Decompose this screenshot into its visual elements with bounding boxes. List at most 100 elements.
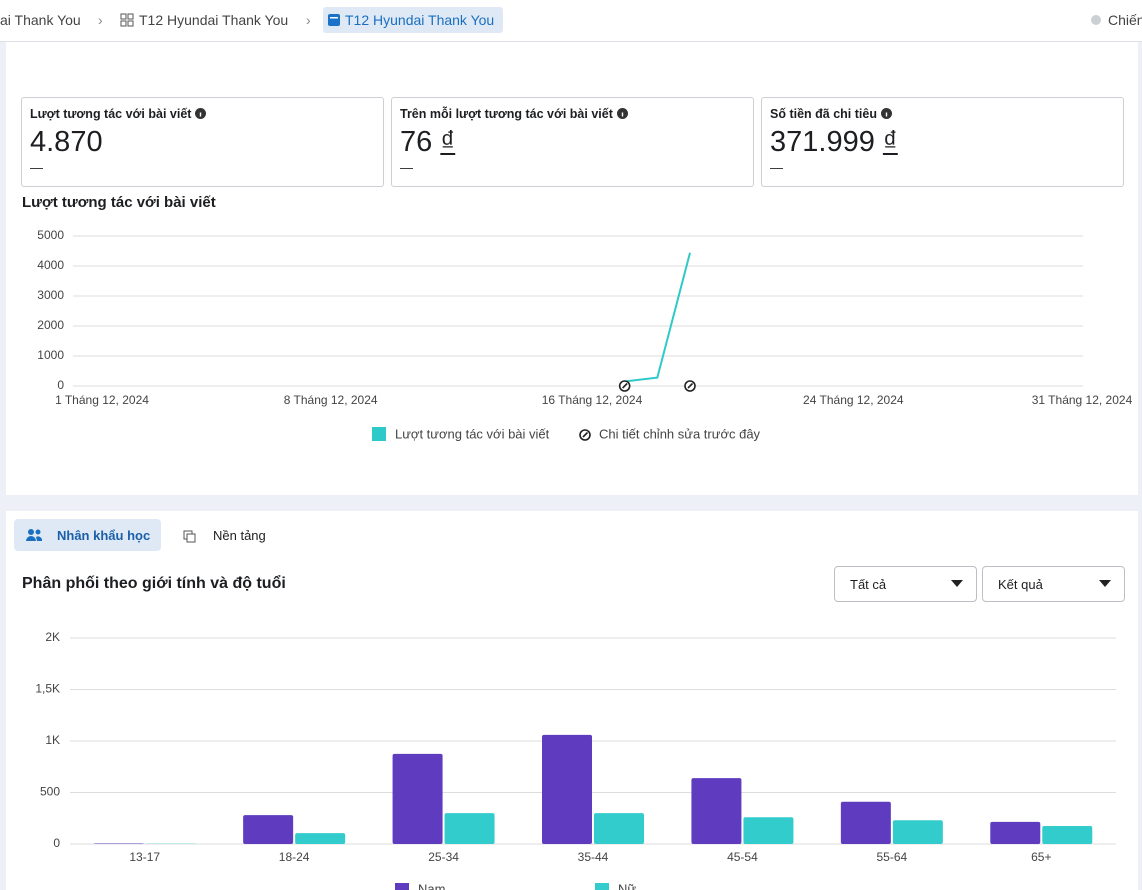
icon bbox=[183, 530, 196, 543]
icon bbox=[328, 14, 340, 26]
breadcrumb-current[interactable]: T12 Hyundai Thank You bbox=[323, 7, 503, 33]
metric-card: Số tiền đã chi tiêu 371.999 ₫ — bbox=[761, 97, 1124, 187]
x-tick-label: 1 Tháng 12, 2024 bbox=[55, 393, 149, 407]
metric-label: Số tiền đã chi tiêu bbox=[770, 107, 892, 121]
info-icon bbox=[195, 108, 207, 119]
icon bbox=[120, 13, 134, 27]
breadcrumb-item[interactable]: T12 Hyundai Thank You bbox=[139, 12, 289, 28]
bar bbox=[840, 801, 891, 844]
legend-label: Nam bbox=[418, 881, 445, 890]
bar bbox=[392, 753, 443, 844]
bar bbox=[93, 843, 144, 844]
x-tick-label: 13-17 bbox=[129, 850, 160, 864]
metric-change: — bbox=[770, 160, 783, 175]
legend-swatch bbox=[395, 883, 409, 890]
metric-change: — bbox=[30, 160, 43, 175]
separator: › bbox=[98, 12, 103, 28]
info-bar bbox=[621, 112, 624, 117]
breadcrumb-item: T12 Hyundai Thank You bbox=[345, 12, 495, 28]
info-bar bbox=[885, 112, 888, 117]
x-tick-label: 35-44 bbox=[578, 850, 609, 864]
bar bbox=[691, 778, 742, 844]
y-tick-label: 500 bbox=[40, 785, 60, 799]
x-tick-label: 55-64 bbox=[877, 850, 908, 864]
x-tick-label: 8 Tháng 12, 2024 bbox=[284, 393, 378, 407]
metric-card: Trên mỗi lượt tương tác với bài viết 76 ₫… bbox=[391, 97, 754, 187]
tab[interactable]: Nền tảng bbox=[213, 528, 266, 543]
dropdown-label: Kết quả bbox=[998, 577, 1043, 592]
metric-label-text: Số tiền đã chi tiêu bbox=[770, 107, 877, 121]
line-chart: 0 1000 2000 3000 4000 5000 1 Tháng 12, 2024 8 T… bbox=[37, 228, 1133, 441]
icon bbox=[1099, 580, 1111, 587]
metric-value: 76 ₫ bbox=[400, 126, 455, 159]
y-tick-label: 1000 bbox=[37, 348, 64, 362]
y-tick-label: 3000 bbox=[37, 288, 64, 302]
info-bar bbox=[200, 112, 202, 117]
metric-card: Lượt tương tác với bài viết 4.870 — bbox=[21, 97, 384, 187]
y-tick-label: 2K bbox=[45, 630, 60, 644]
x-tick-label: 31 Tháng 12, 2024 bbox=[1032, 393, 1133, 407]
metric-number: 371.999 bbox=[770, 126, 875, 158]
tab[interactable]: Nhân khẩu học bbox=[14, 519, 161, 551]
chart-title: Lượt tương tác với bài viết bbox=[22, 194, 216, 211]
metric-label-text: Trên mỗi lượt tương tác với bài viết bbox=[400, 107, 613, 121]
y-tick-label: 4000 bbox=[37, 258, 64, 272]
y-tick-label: 5000 bbox=[37, 228, 64, 242]
bar bbox=[542, 734, 592, 844]
separator: › bbox=[306, 12, 311, 28]
bar bbox=[743, 817, 794, 844]
chart-title: Phân phối theo giới tính và độ tuổi bbox=[22, 575, 286, 592]
top-bar: ai Thank You › T12 Hyundai Thank You › T… bbox=[0, 0, 1142, 42]
legend-label: Nữ bbox=[618, 881, 636, 890]
x-tick-label: 45-54 bbox=[727, 850, 758, 864]
breadcrumb-item[interactable]: ai Thank You bbox=[0, 12, 81, 28]
dropdown[interactable]: Tất cả bbox=[834, 566, 977, 602]
dropdown-label: Tất cả bbox=[850, 577, 887, 592]
y-tick-label: 0 bbox=[57, 378, 64, 392]
metric-number: 4.870 bbox=[30, 126, 103, 158]
metric-value: 371.999 ₫ bbox=[770, 126, 898, 159]
y-tick-label: 0 bbox=[53, 836, 60, 850]
legend-label: Chi tiết chỉnh sửa trước đây bbox=[599, 426, 761, 441]
legend-swatch bbox=[372, 427, 386, 441]
status: Chiến bbox=[1108, 12, 1142, 28]
metric-label: Trên mỗi lượt tương tác với bài viết bbox=[400, 107, 628, 121]
legend-icon-stroke bbox=[582, 431, 589, 438]
x-tick-label: 24 Tháng 12, 2024 bbox=[803, 393, 904, 407]
bar bbox=[892, 820, 943, 844]
metric-number: 76 bbox=[400, 126, 433, 158]
bar bbox=[1042, 825, 1093, 844]
status-dot bbox=[1091, 15, 1101, 25]
y-tick-label: 1,5K bbox=[35, 682, 60, 696]
bar bbox=[444, 813, 495, 844]
tab-label: Nhân khẩu học bbox=[57, 528, 151, 543]
x-tick-label: 18-24 bbox=[279, 850, 310, 864]
x-tick-label: 16 Tháng 12, 2024 bbox=[542, 393, 643, 407]
bar-chart: 0 500 1K 1,5K 2K 13-17 18-24 25-34 35-44 45-54 55-… bbox=[35, 630, 1116, 890]
bar bbox=[295, 833, 346, 844]
info-icon bbox=[880, 108, 892, 119]
y-tick-label: 1K bbox=[45, 733, 60, 747]
annotation-marker-stroke bbox=[687, 382, 694, 389]
legend-label: Lượt tương tác với bài viết bbox=[395, 426, 550, 441]
bar bbox=[243, 815, 294, 844]
y-tick-label: 2000 bbox=[37, 318, 64, 332]
annotation-marker-stroke bbox=[622, 382, 628, 389]
metric-unit: ₫ bbox=[882, 126, 898, 158]
legend-swatch bbox=[595, 883, 609, 890]
info-icon bbox=[616, 108, 628, 119]
x-tick-label: 25-34 bbox=[428, 850, 459, 864]
metric-value: 4.870 bbox=[30, 126, 103, 159]
icon bbox=[951, 580, 963, 587]
dropdown[interactable]: Kết quả bbox=[982, 566, 1125, 602]
metric-label: Lượt tương tác với bài viết bbox=[30, 107, 207, 121]
metric-change: — bbox=[400, 160, 413, 175]
bar bbox=[990, 821, 1041, 844]
data-line bbox=[624, 252, 691, 383]
metric-unit: ₫ bbox=[440, 126, 456, 158]
metric-label-text: Lượt tương tác với bài viết bbox=[30, 107, 192, 121]
icon bbox=[26, 529, 42, 541]
x-tick-label: 65+ bbox=[1031, 850, 1051, 864]
